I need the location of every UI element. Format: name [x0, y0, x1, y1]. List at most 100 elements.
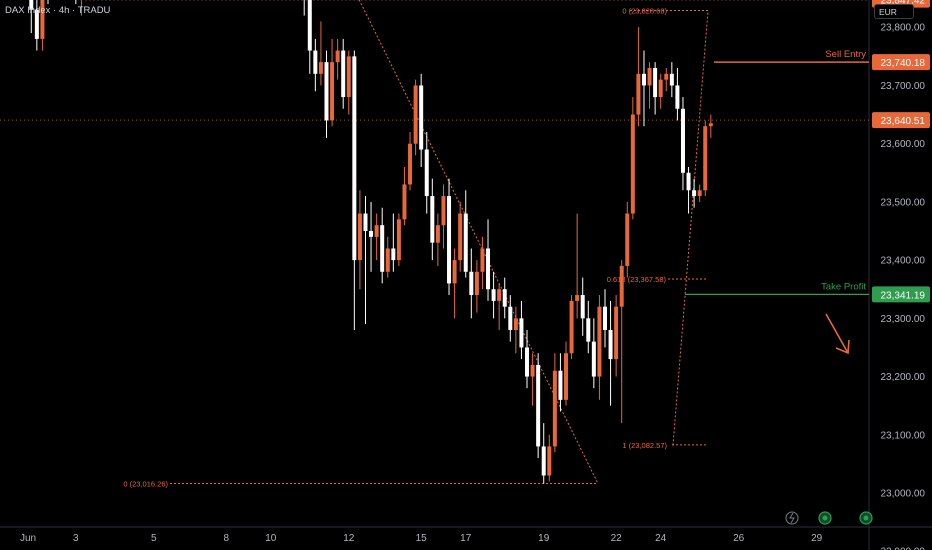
y-tick-label: 23,300.00	[881, 314, 926, 325]
x-tick-label: 24	[655, 533, 667, 544]
fib-label: 1 (23,082.57)	[622, 441, 667, 450]
candle	[547, 446, 552, 476]
candle	[369, 231, 374, 237]
candle	[602, 306, 607, 330]
candle	[497, 289, 502, 301]
candle	[447, 196, 452, 284]
candle	[653, 67, 658, 98]
candle	[441, 196, 446, 226]
candle	[569, 300, 574, 354]
y-tick-label: 23,600.00	[881, 139, 926, 150]
sell-entry-badge-label: 23,740.18	[881, 58, 926, 69]
candle	[564, 353, 568, 400]
candle	[586, 318, 591, 342]
candle	[630, 114, 635, 214]
x-tick-label: 22	[611, 533, 623, 544]
last-price-badge-label: 23,640.51	[881, 116, 926, 127]
y-tick-label: 23,500.00	[881, 197, 926, 208]
candle	[641, 73, 646, 86]
level-label: Take Profit	[821, 281, 866, 292]
candle	[435, 225, 440, 243]
x-tick-label: 29	[811, 533, 823, 544]
candle	[575, 295, 580, 301]
candle	[424, 149, 429, 197]
symbol-title: DAX Index · 4h · TRADU	[5, 5, 111, 16]
x-tick-label: 17	[460, 533, 472, 544]
lightning-icon	[785, 511, 799, 525]
fib-label: 0.618 (23,367.58)	[607, 275, 667, 284]
candle	[458, 213, 463, 261]
fib-trend-line	[358, 0, 599, 484]
x-tick-label: 10	[265, 533, 277, 544]
candle	[341, 50, 346, 98]
candle	[374, 225, 379, 237]
x-tick-label: Jun	[20, 533, 36, 544]
candle	[530, 364, 535, 377]
level-label: Sell Entry	[825, 49, 866, 60]
x-tick-label: 19	[538, 533, 550, 544]
candle	[40, 0, 45, 39]
currency-button[interactable]: EUR	[874, 4, 914, 19]
candle	[580, 295, 585, 319]
candle	[363, 213, 368, 232]
candle	[591, 341, 596, 377]
candle	[385, 248, 390, 272]
y-tick-label: 23,700.00	[881, 81, 926, 92]
candle	[619, 265, 624, 307]
candle	[541, 446, 546, 476]
candle	[391, 248, 396, 261]
candle	[480, 248, 485, 272]
candle	[614, 306, 619, 360]
x-tick-label: 8	[223, 533, 229, 544]
candle	[680, 108, 685, 173]
event-icon-dot	[822, 515, 828, 521]
candle	[324, 62, 329, 121]
candle	[675, 85, 680, 109]
event-icon-dot	[863, 515, 869, 521]
last-price-badge	[872, 112, 930, 129]
candle	[452, 260, 457, 284]
candle	[625, 213, 630, 266]
candles	[29, 0, 713, 484]
y-tick-label: 23,800.00	[881, 23, 926, 34]
fib-label: 0 (23,828.68)	[622, 7, 667, 16]
candle	[318, 62, 323, 74]
candle	[474, 271, 479, 296]
y-tick-label: 23,200.00	[881, 372, 926, 383]
candle	[692, 190, 697, 197]
candle	[708, 123, 713, 127]
candle	[647, 67, 652, 86]
candle	[413, 85, 418, 144]
candle	[558, 370, 563, 400]
candle	[307, 0, 312, 51]
candle	[330, 62, 335, 121]
candle	[686, 172, 691, 191]
x-tick-label: 12	[343, 533, 355, 544]
candle	[380, 225, 385, 272]
candle	[658, 79, 663, 98]
y-tick-label: 23,000.00	[881, 489, 926, 500]
y-tick-label: 22,900.00	[881, 547, 926, 550]
x-tick-label: 26	[733, 533, 745, 544]
y-tick-label: 23,100.00	[881, 430, 926, 441]
candle	[664, 73, 669, 80]
candle	[536, 364, 541, 447]
candle	[34, 9, 39, 39]
candle	[352, 56, 357, 261]
sell-entry-badge	[872, 54, 930, 71]
x-tick-label: 3	[73, 533, 79, 544]
x-tick-label: 15	[416, 533, 428, 544]
candle	[608, 329, 613, 360]
candle	[396, 219, 401, 261]
candle	[519, 318, 524, 348]
candle	[703, 126, 708, 191]
candle	[335, 50, 340, 63]
lightning-glyph	[789, 512, 795, 524]
take-profit-badge	[872, 286, 930, 303]
y-tick-label: 23,400.00	[881, 256, 926, 267]
candle	[697, 190, 702, 197]
candle	[552, 370, 557, 447]
candle	[597, 306, 602, 377]
candle	[469, 271, 474, 296]
